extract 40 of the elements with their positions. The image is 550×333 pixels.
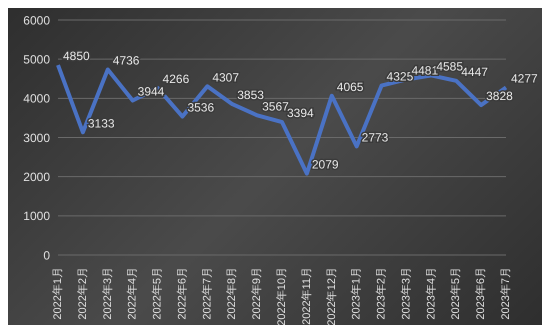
data-label: 4447: [461, 64, 488, 79]
data-label: 4266: [162, 72, 190, 86]
x-tick-label: 2023年7月: [500, 267, 512, 320]
data-label: 4307: [212, 70, 240, 84]
x-tick-label: 2022年8月: [226, 267, 238, 320]
data-label: 4736: [112, 54, 140, 68]
x-tick-label: 2023年2月: [376, 267, 388, 320]
y-tick-label: 5000: [23, 52, 50, 66]
y-tick-label: 6000: [23, 13, 50, 28]
data-label: 3567: [262, 99, 290, 114]
data-label: 3944: [138, 84, 165, 99]
data-label: 4277: [511, 71, 538, 86]
x-tick-label: 2022年11月: [300, 267, 313, 325]
x-tick-label: 2023年3月: [400, 267, 412, 320]
data-label: 2079: [312, 158, 339, 172]
data-label: 3853: [237, 88, 264, 102]
data-label: 3133: [88, 116, 115, 130]
x-tick-label: 2022年1月: [52, 267, 64, 320]
y-tick-label: 4000: [23, 92, 50, 106]
x-tick-label: 2022年12月: [326, 267, 338, 326]
data-label: 2773: [362, 130, 389, 144]
x-tick-label: 2022年10月: [276, 267, 288, 326]
data-label: 3394: [287, 106, 314, 120]
x-tick-label: 2023年5月: [450, 267, 462, 320]
x-tick-label: 2022年2月: [76, 267, 89, 320]
x-tick-label: 2022年4月: [126, 267, 139, 320]
x-tick-label: 2022年7月: [201, 267, 214, 320]
x-tick-label: 2023年1月: [350, 267, 363, 320]
y-tick-label: 0: [43, 248, 50, 262]
y-tick-label: 1000: [23, 209, 50, 224]
y-tick-label: 3000: [23, 130, 50, 145]
x-tick-label: 2023年4月: [425, 267, 438, 320]
x-tick-label: 2023年6月: [475, 267, 488, 320]
x-tick-label: 2022年9月: [251, 267, 264, 320]
x-tick-label: 2022年6月: [176, 267, 188, 320]
x-tick-label: 2022年5月: [152, 267, 164, 320]
y-tick-label: 2000: [23, 170, 50, 184]
data-label: 4065: [336, 80, 364, 94]
data-label: 4850: [63, 49, 90, 64]
x-tick-label: 2022年3月: [102, 267, 114, 320]
